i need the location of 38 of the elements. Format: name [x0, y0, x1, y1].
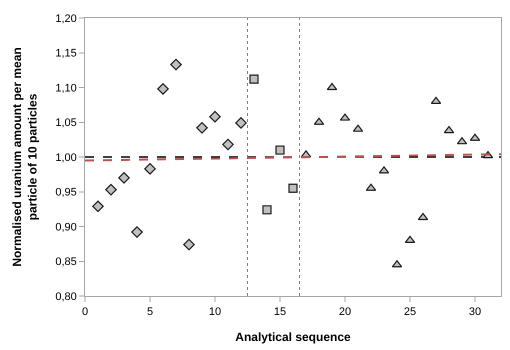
x-tick-label: 30: [468, 306, 482, 318]
point: [92, 200, 104, 212]
x-tick-label: 20: [338, 306, 352, 318]
y-tick-label: 0,85: [55, 256, 77, 268]
y-tick-label: 1,20: [55, 12, 77, 25]
point: [444, 126, 454, 134]
point: [288, 184, 298, 193]
x-tick-label: 5: [146, 306, 154, 318]
x-tick-label: 25: [404, 306, 416, 318]
x-tick-label: 0: [82, 306, 88, 318]
point: [326, 82, 338, 90]
y-tick-label: 1,05: [55, 117, 77, 130]
y-tick-label: 1,15: [55, 48, 77, 60]
point: [157, 83, 169, 95]
point: [105, 184, 117, 196]
x-tick-label: 10: [208, 306, 222, 318]
point: [196, 122, 208, 134]
point: [249, 74, 259, 84]
x-axis-title: Analytical sequence: [235, 330, 352, 344]
point: [340, 113, 350, 121]
point: [275, 145, 285, 155]
point: [235, 117, 247, 129]
x-tick-label: 15: [274, 306, 286, 318]
point: [222, 138, 234, 150]
y-tick-label: 0,80: [55, 290, 77, 303]
point: [418, 212, 428, 220]
point: [118, 172, 130, 184]
y-tick-label: 1,00: [55, 152, 77, 164]
y-tick-label: 0,90: [55, 221, 77, 234]
point: [144, 163, 156, 175]
y-tick-label: 0,95: [55, 186, 77, 199]
y-axis-title: Normalised uranium amount per mean particle of 10 particles: [10, 47, 40, 267]
point: [170, 58, 182, 70]
point: [209, 110, 221, 122]
y-tick-label: 1,10: [55, 82, 77, 94]
point: [131, 226, 143, 238]
point: [183, 238, 195, 250]
point: [262, 205, 272, 214]
